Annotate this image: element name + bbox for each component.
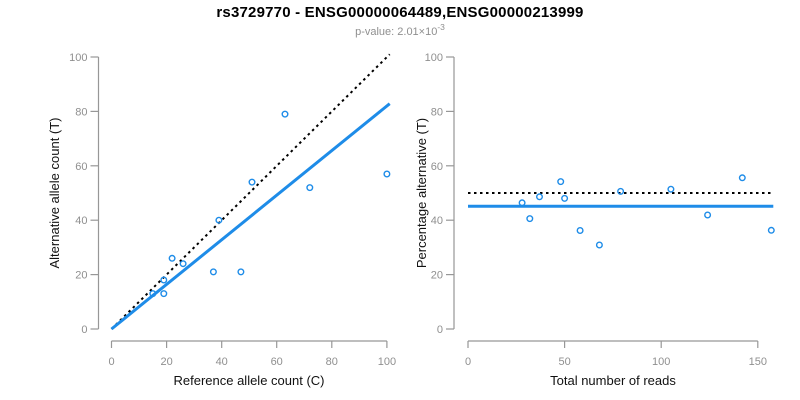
data-point: [576, 226, 584, 234]
data-point: [160, 290, 168, 298]
data-point: [738, 174, 746, 182]
x-tick-label: 60: [271, 356, 283, 368]
data-point: [160, 276, 168, 284]
x-tick-label: 0: [465, 356, 471, 368]
plot-areas: 0 20 40 60 80 100 0 20 40 60 80 100 0 20 40 60 80 100 0 50 1…: [69, 52, 775, 368]
data-point: [704, 211, 712, 219]
regression-line: [110, 102, 391, 331]
y-tick-label: 20: [431, 270, 443, 282]
identity-line: [110, 53, 391, 330]
data-point: [383, 170, 391, 178]
y-tick-label: 80: [75, 106, 87, 118]
data-point: [557, 178, 565, 186]
y-tick-label: 60: [431, 161, 443, 173]
data-point: [168, 254, 176, 262]
y-tick-label: 60: [75, 161, 87, 173]
x-tick-label: 50: [558, 356, 570, 368]
data-point: [767, 226, 775, 234]
x-tick-label: 40: [216, 356, 228, 368]
y-axis-title-right: Percentage alternative (T): [414, 118, 429, 268]
data-point: [536, 193, 544, 201]
data-point: [561, 194, 569, 202]
data-point: [617, 187, 625, 195]
p-value-exponent: -3: [437, 22, 445, 32]
x-tick-label: 20: [160, 356, 172, 368]
x-axis-title-right: Total number of reads: [550, 373, 676, 388]
figure-title: rs3729770 - ENSG00000064489,ENSG00000213…: [216, 4, 583, 21]
data-point: [237, 268, 245, 276]
y-tick-label: 80: [431, 106, 443, 118]
data-point: [667, 185, 675, 193]
data-point: [248, 178, 256, 186]
y-tick-label: 40: [75, 215, 87, 227]
data-point: [518, 199, 526, 207]
x-axis-title-left: Reference allele count (C): [173, 373, 324, 388]
y-tick-label: 20: [75, 270, 87, 282]
data-point: [215, 216, 223, 224]
x-tick-label: 100: [652, 356, 670, 368]
data-point: [209, 268, 217, 276]
x-tick-label: 150: [749, 356, 767, 368]
plot-2: 0 20 40 60 80 100 0 50 100 150: [425, 52, 775, 368]
data-point: [306, 184, 314, 192]
y-tick-label: 100: [425, 52, 443, 64]
data-point: [281, 110, 289, 118]
x-tick-label: 100: [378, 356, 396, 368]
data-point: [595, 241, 603, 249]
x-tick-label: 0: [108, 356, 114, 368]
data-point: [179, 260, 187, 268]
data-point: [526, 215, 534, 223]
y-tick-label: 0: [437, 324, 443, 336]
figure-subtitle: p-value: 2.01×10-3: [355, 22, 445, 38]
plot-1: 0 20 40 60 80 100 0 20 40 60 80 100: [69, 52, 396, 368]
y-tick-label: 40: [431, 215, 443, 227]
y-axis-title-left: Alternative allele count (T): [47, 117, 62, 268]
y-tick-label: 100: [69, 52, 87, 64]
p-value-text: p-value: 2.01×10: [355, 26, 437, 38]
data-point: [149, 290, 157, 298]
x-tick-label: 80: [326, 356, 338, 368]
y-tick-label: 0: [81, 324, 87, 336]
